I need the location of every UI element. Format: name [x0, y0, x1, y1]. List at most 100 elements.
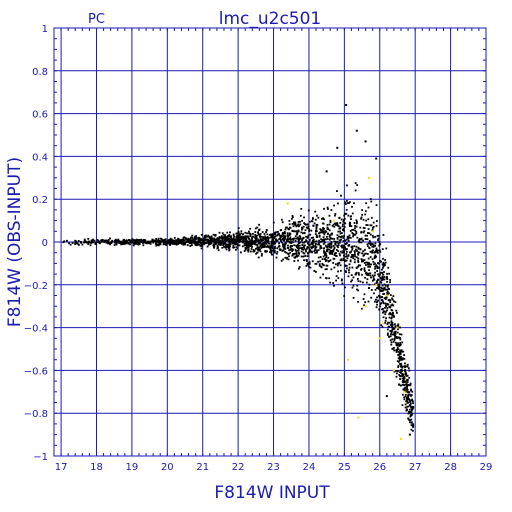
data-point [339, 259, 342, 262]
data-point [385, 305, 387, 308]
data-point [406, 374, 409, 377]
data-point [198, 243, 200, 246]
data-point [293, 260, 296, 262]
data-point [209, 236, 212, 239]
data-point [140, 238, 143, 241]
data-point [300, 247, 303, 250]
data-point [124, 240, 127, 242]
data-point [405, 390, 407, 393]
data-point [304, 244, 306, 247]
data-point [367, 300, 370, 303]
data-point [337, 246, 339, 249]
data-point [335, 249, 338, 251]
data-point [409, 384, 412, 387]
data-point [411, 398, 414, 401]
data-point [182, 237, 185, 239]
data-point [407, 391, 409, 393]
data-point [381, 275, 384, 278]
data-point [375, 224, 378, 227]
data-point [123, 238, 126, 241]
data-point [80, 240, 82, 243]
data-point [227, 238, 230, 241]
data-point [349, 230, 352, 232]
data-point [294, 235, 297, 238]
data-point [237, 227, 240, 230]
data-point [374, 300, 376, 303]
data-point [405, 397, 408, 399]
data-point [306, 237, 309, 239]
data-point [386, 303, 389, 306]
data-point [263, 246, 265, 249]
data-point [249, 243, 252, 246]
data-point [400, 362, 403, 365]
x-tick-label: 22 [232, 462, 245, 473]
data-point [270, 233, 273, 236]
data-point [391, 303, 394, 306]
data-point [403, 377, 406, 379]
data-point [74, 239, 77, 242]
data-point [295, 225, 298, 228]
data-point [305, 240, 308, 243]
data-point [105, 239, 108, 242]
data-point [182, 242, 185, 245]
data-point [303, 222, 306, 225]
data-point [123, 242, 126, 245]
data-point [370, 250, 373, 253]
data-point [254, 237, 257, 239]
data-point [252, 232, 254, 235]
data-point [378, 308, 381, 311]
data-point [272, 249, 275, 252]
data-point [207, 243, 210, 246]
data-point [381, 248, 384, 251]
data-point [336, 240, 339, 243]
data-point [254, 241, 257, 244]
data-point [384, 259, 387, 261]
data-point [405, 384, 408, 387]
data-point [147, 242, 150, 244]
data-point [321, 217, 323, 220]
data-point [159, 240, 162, 242]
data-point [275, 256, 278, 259]
data-point [345, 264, 348, 267]
data-point [334, 214, 336, 217]
data-point [240, 240, 243, 243]
data-point [237, 230, 240, 233]
data-point [396, 342, 399, 345]
data-point [382, 234, 385, 236]
data-point [384, 302, 387, 305]
data-point [200, 233, 203, 236]
data-point [365, 219, 368, 222]
data-point [217, 243, 220, 246]
data-point [357, 246, 360, 249]
data-point [325, 277, 327, 279]
data-point [335, 241, 338, 244]
data-point [406, 401, 409, 404]
data-point [62, 241, 65, 244]
data-point [77, 243, 80, 246]
data-point [261, 244, 264, 247]
data-point [250, 238, 253, 241]
data-point [282, 249, 285, 252]
data-point [319, 256, 322, 258]
data-point [76, 242, 79, 245]
data-point [379, 305, 382, 308]
data-point [378, 296, 381, 299]
data-point [394, 336, 397, 339]
data-point [175, 242, 178, 245]
data-point [164, 238, 167, 241]
data-point [399, 371, 401, 374]
data-point [365, 252, 367, 255]
data-point [302, 225, 305, 228]
data-point [318, 232, 320, 235]
data-point [271, 247, 274, 250]
data-point [236, 238, 239, 240]
data-point [246, 246, 249, 249]
data-point [207, 234, 210, 237]
data-point [193, 240, 196, 243]
data-point [198, 240, 200, 243]
data-point [169, 243, 172, 246]
data-point [328, 244, 331, 247]
data-point [360, 267, 363, 270]
data-point-highlight [346, 358, 349, 361]
data-point [361, 252, 363, 255]
